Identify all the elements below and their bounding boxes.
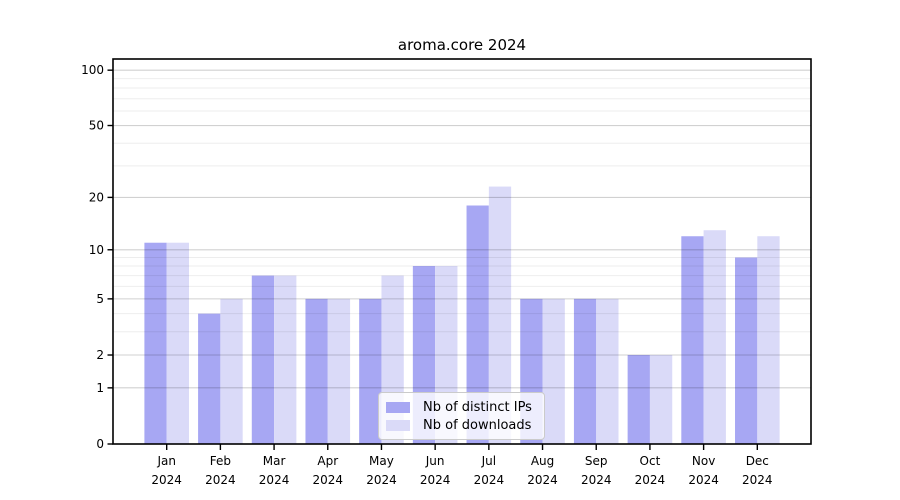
ytick-label-10: 10 xyxy=(89,243,104,257)
bar-distinct-ips-may xyxy=(359,298,382,444)
xtick-label-year-feb: 2024 xyxy=(205,473,236,487)
bar-downloads-dec xyxy=(757,236,780,444)
xtick-label-year-apr: 2024 xyxy=(312,473,343,487)
bar-downloads-nov xyxy=(703,230,726,444)
bar-downloads-aug xyxy=(542,298,565,444)
bar-distinct-ips-dec xyxy=(735,257,758,444)
ytick-label-1: 1 xyxy=(96,381,104,395)
xtick-label-month-apr: Apr xyxy=(317,454,338,468)
xtick-label-month-jul: Jul xyxy=(481,454,496,468)
xtick-label-year-jun: 2024 xyxy=(420,473,451,487)
bar-distinct-ips-feb xyxy=(198,313,221,444)
bar-distinct-ips-nov xyxy=(681,236,704,444)
xtick-label-month-dec: Dec xyxy=(746,454,769,468)
xtick-label-year-aug: 2024 xyxy=(527,473,558,487)
xtick-label-year-dec: 2024 xyxy=(742,473,773,487)
ytick-label-5: 5 xyxy=(96,292,104,306)
bar-distinct-ips-apr xyxy=(305,298,328,444)
xtick-label-month-may: May xyxy=(369,454,394,468)
bar-downloads-apr xyxy=(327,298,351,444)
chart-title: aroma.core 2024 xyxy=(397,36,527,54)
bar-distinct-ips-sep xyxy=(573,298,597,444)
ytick-label-20: 20 xyxy=(89,190,104,204)
legend-swatch-distinct-ips xyxy=(386,401,410,413)
ytick-label-2: 2 xyxy=(96,348,104,362)
xtick-label-month-mar: Mar xyxy=(263,454,286,468)
legend: Nb of distinct IPs Nb of downloads xyxy=(378,392,545,440)
xtick-label-year-nov: 2024 xyxy=(688,473,719,487)
xtick-label-year-may: 2024 xyxy=(366,473,397,487)
bar-downloads-sep xyxy=(596,298,619,444)
axes-box xyxy=(112,58,812,445)
ytick-label-0: 0 xyxy=(96,437,104,451)
bar-distinct-ips-jul xyxy=(466,205,489,444)
xtick-label-month-sep: Sep xyxy=(585,454,608,468)
xtick-label-month-jun: Jun xyxy=(425,454,445,468)
xtick-label-month-feb: Feb xyxy=(210,454,231,468)
bar-downloads-mar xyxy=(274,275,297,444)
bar-distinct-ips-mar xyxy=(251,275,275,444)
xtick-label-month-jan: Jan xyxy=(156,454,176,468)
bar-downloads-oct xyxy=(649,355,673,444)
xtick-label-year-oct: 2024 xyxy=(635,473,666,487)
legend-label-downloads: Nb of downloads xyxy=(423,417,532,433)
bar-distinct-ips-jan xyxy=(144,242,167,444)
ytick-label-50: 50 xyxy=(89,119,104,133)
bar-distinct-ips-oct xyxy=(627,355,650,444)
legend-swatch-downloads xyxy=(386,419,410,431)
xtick-label-year-mar: 2024 xyxy=(259,473,290,487)
legend-item-distinct-ips: Nb of distinct IPs xyxy=(386,398,536,416)
legend-item-downloads: Nb of downloads xyxy=(386,416,536,434)
xtick-label-year-jan: 2024 xyxy=(151,473,182,487)
legend-label-distinct-ips: Nb of distinct IPs xyxy=(423,399,532,415)
bar-downloads-jul xyxy=(488,186,512,444)
bar-downloads-jan xyxy=(166,242,189,444)
xtick-label-year-sep: 2024 xyxy=(581,473,612,487)
xtick-label-year-jul: 2024 xyxy=(474,473,505,487)
xtick-label-month-oct: Oct xyxy=(640,454,661,468)
bar-downloads-feb xyxy=(220,298,243,444)
xtick-label-month-aug: Aug xyxy=(531,454,554,468)
ytick-label-100: 100 xyxy=(81,63,104,77)
xtick-label-month-nov: Nov xyxy=(692,454,715,468)
